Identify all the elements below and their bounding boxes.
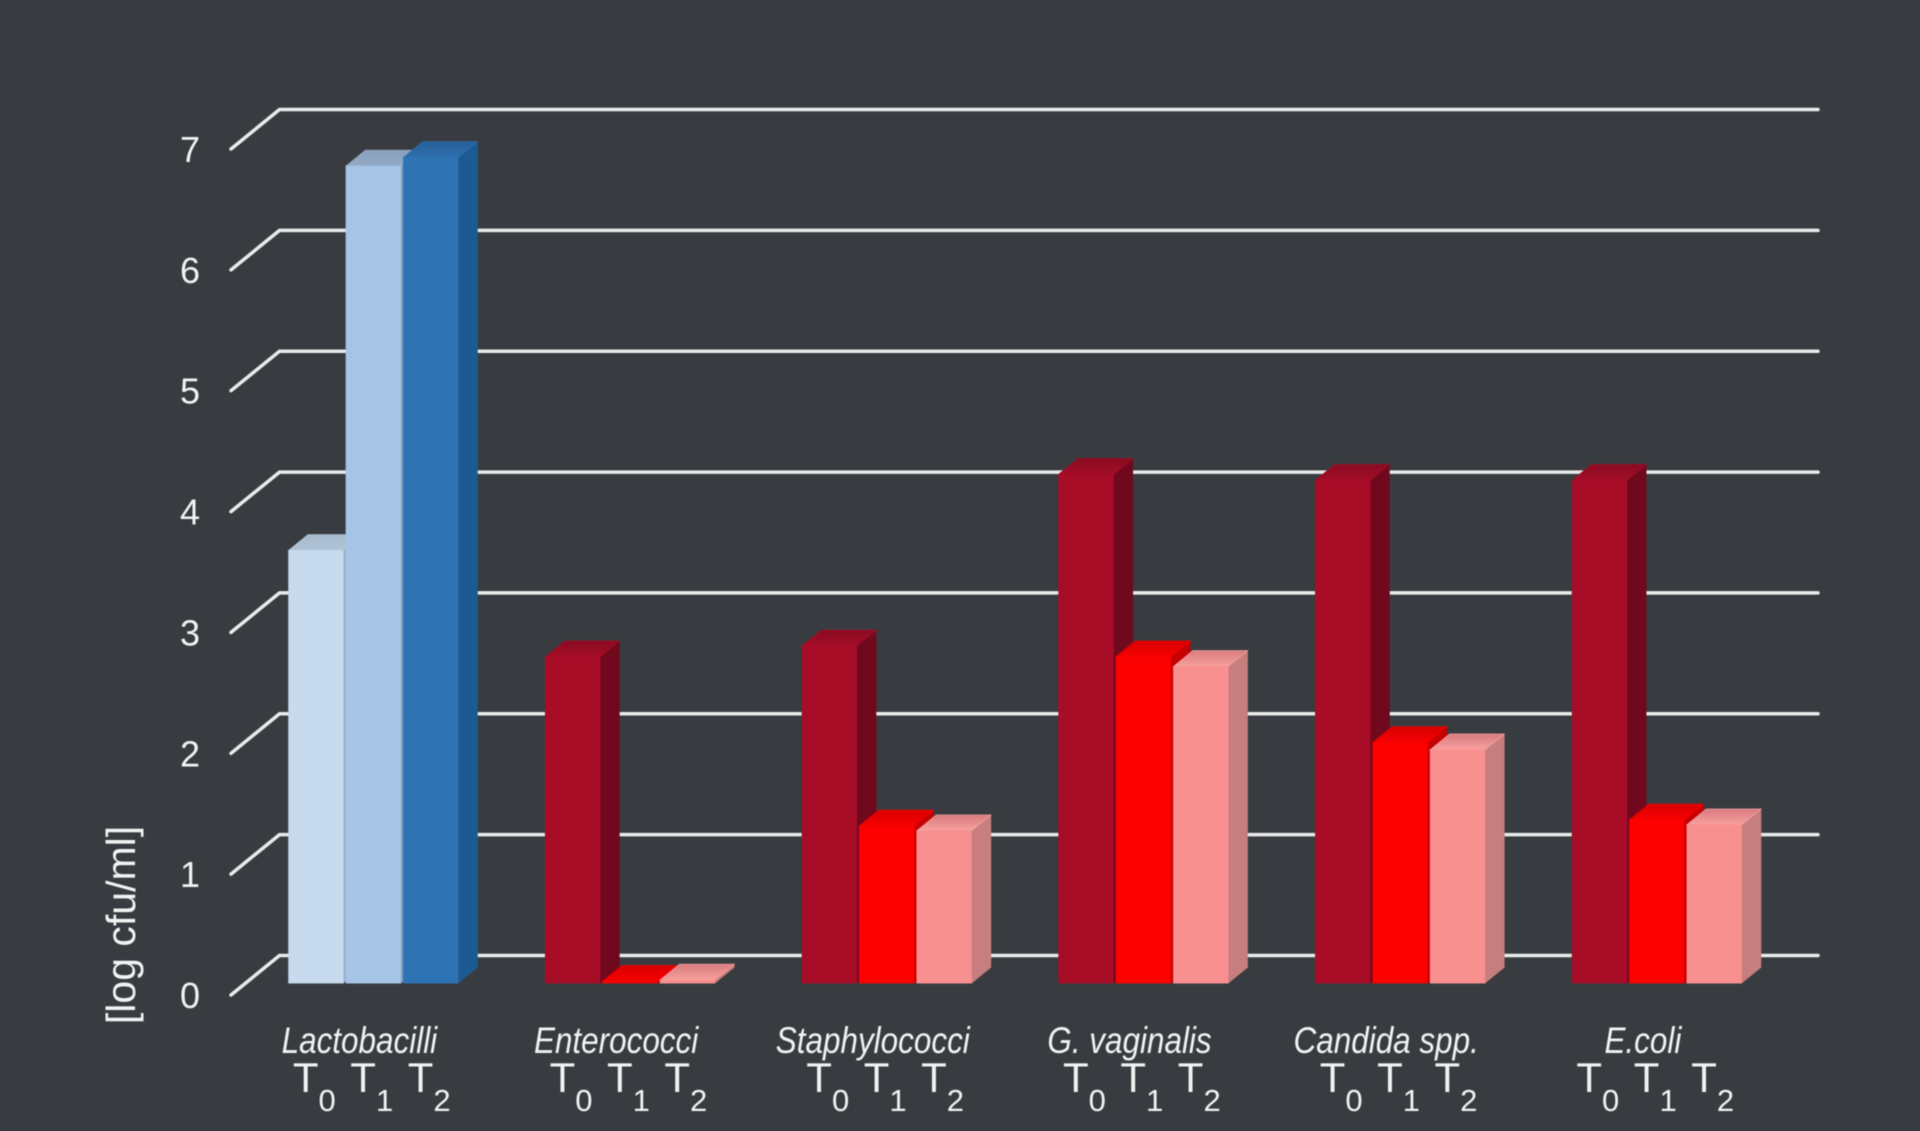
- svg-text:0: 0: [180, 975, 200, 1016]
- svg-text:Candida spp.: Candida spp.: [1294, 1021, 1479, 1062]
- svg-text:7: 7: [180, 129, 200, 170]
- svg-text:[log cfu/ml]: [log cfu/ml]: [98, 826, 144, 1024]
- svg-text:5: 5: [180, 371, 200, 412]
- svg-text:2: 2: [180, 733, 200, 774]
- svg-text:E.coli: E.coli: [1604, 1021, 1682, 1062]
- svg-text:Lactobacilli: Lactobacilli: [282, 1021, 439, 1062]
- svg-text:4: 4: [180, 492, 200, 533]
- svg-text:3: 3: [180, 612, 200, 653]
- svg-text:G. vaginalis: G. vaginalis: [1047, 1021, 1211, 1062]
- svg-text:Staphylococci: Staphylococci: [776, 1021, 971, 1062]
- svg-text:Enterococci: Enterococci: [534, 1021, 700, 1062]
- svg-text:6: 6: [180, 250, 200, 291]
- svg-text:1: 1: [180, 854, 200, 895]
